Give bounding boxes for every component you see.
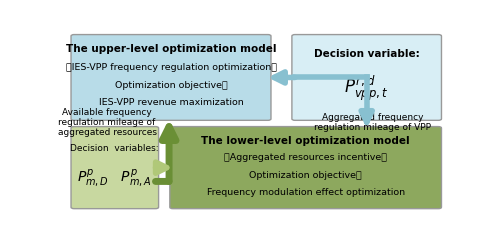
Text: Optimization objective：: Optimization objective： [114, 81, 228, 90]
FancyBboxPatch shape [170, 127, 441, 209]
Text: Frequency modulation effect optimization: Frequency modulation effect optimization [206, 188, 404, 197]
Text: Available frequency
regulation mileage of
aggregated resources: Available frequency regulation mileage o… [58, 108, 156, 137]
Text: Optimization objective：: Optimization objective： [250, 171, 362, 180]
Text: Decision  variables:: Decision variables: [70, 144, 159, 153]
Text: （Aggregated resources incentive）: （Aggregated resources incentive） [224, 153, 387, 162]
Text: IES-VPP revenue maximization: IES-VPP revenue maximization [98, 98, 244, 107]
FancyBboxPatch shape [71, 127, 158, 209]
FancyBboxPatch shape [71, 35, 271, 120]
Text: The lower-level optimization model: The lower-level optimization model [202, 136, 410, 146]
Text: $P_{vpp,t}^{r,d}$: $P_{vpp,t}^{r,d}$ [344, 73, 389, 103]
Text: The upper-level optimization model: The upper-level optimization model [66, 44, 276, 54]
Text: （IES-VPP frequency regulation optimization）: （IES-VPP frequency regulation optimizati… [66, 63, 276, 72]
Text: Decision variable:: Decision variable: [314, 49, 420, 60]
Text: $P_{m,D}^{p}$   $P_{m,A}^{p}$: $P_{m,D}^{p}$ $P_{m,A}^{p}$ [78, 167, 152, 189]
Text: Aggregated frequency
regulation mileage of VPP: Aggregated frequency regulation mileage … [314, 113, 431, 132]
FancyBboxPatch shape [292, 35, 442, 120]
